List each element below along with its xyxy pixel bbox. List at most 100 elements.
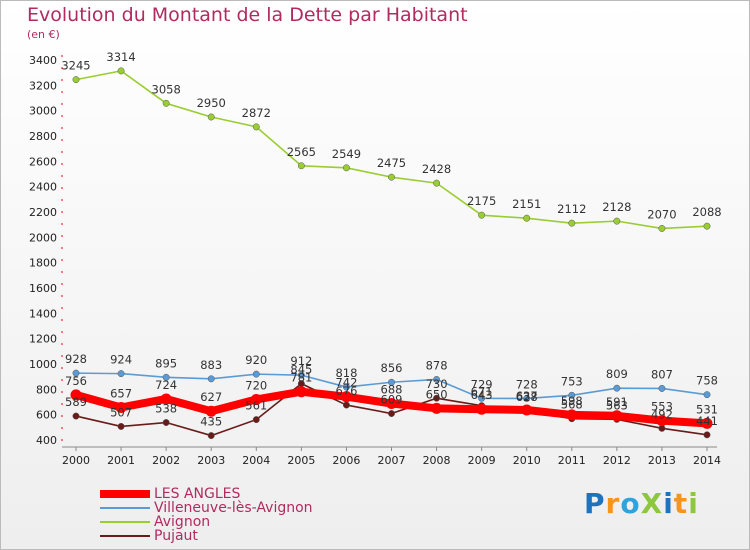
data-point-avignon — [252, 123, 260, 131]
y-tick-label: 600 — [36, 409, 57, 422]
data-point-avignon — [523, 214, 531, 222]
legend-swatch-villeneuve — [100, 507, 150, 509]
data-point-les-angles — [476, 403, 488, 415]
legend-label-avignon: Avignon — [154, 514, 211, 530]
data-label-villeneuve-l-s-avignon: 883 — [200, 358, 222, 372]
data-point-villeneuve-l-s-avignon — [478, 394, 486, 402]
chart-title: Evolution du Montant de la Dette par Hab… — [27, 4, 468, 26]
data-point-les-angles — [566, 409, 578, 421]
data-label-avignon: 3314 — [106, 50, 135, 64]
y-tick-label: 2400 — [29, 181, 57, 194]
x-tick-label: 2006 — [332, 454, 360, 467]
data-label-les-angles: 591 — [606, 395, 628, 409]
data-label-avignon: 2428 — [422, 162, 451, 176]
x-tick-label: 2009 — [468, 454, 496, 467]
chart-subtitle: (en €) — [27, 28, 60, 41]
data-label-les-angles: 598 — [561, 394, 583, 408]
data-point-villeneuve-l-s-avignon — [613, 384, 621, 392]
data-point-les-angles — [160, 393, 172, 405]
data-point-les-angles — [521, 404, 533, 416]
data-point-avignon — [703, 222, 711, 230]
data-label-villeneuve-l-s-avignon: 753 — [561, 374, 583, 388]
data-label-pujaut: 676 — [335, 384, 357, 398]
data-label-avignon: 2175 — [467, 194, 496, 208]
data-point-pujaut — [72, 412, 80, 420]
x-tick-label: 2005 — [287, 454, 315, 467]
y-tick-label: 800 — [36, 383, 57, 396]
data-label-avignon: 2128 — [602, 200, 631, 214]
x-tick-label: 2001 — [107, 454, 135, 467]
data-label-villeneuve-l-s-avignon: 895 — [155, 356, 177, 370]
legend-label-pujaut: Pujaut — [154, 528, 198, 544]
data-label-villeneuve-l-s-avignon: 728 — [516, 377, 538, 391]
data-point-les-angles — [431, 402, 443, 414]
data-point-pujaut — [207, 432, 215, 440]
data-label-pujaut: 435 — [200, 415, 222, 429]
data-label-les-angles: 720 — [245, 378, 267, 392]
legend-swatch-les-angles — [100, 490, 150, 498]
y-tick-label: 3000 — [29, 105, 57, 118]
data-point-villeneuve-l-s-avignon — [388, 378, 395, 386]
data-label-villeneuve-l-s-avignon: 758 — [696, 374, 718, 388]
data-point-avignon — [207, 113, 215, 121]
data-label-pujaut: 563 — [606, 398, 628, 412]
data-point-villeneuve-l-s-avignon — [658, 384, 666, 392]
data-label-avignon: 2950 — [197, 96, 226, 110]
data-point-les-angles — [656, 415, 668, 427]
data-point-pujaut — [117, 422, 125, 430]
data-label-pujaut: 568 — [561, 398, 583, 412]
data-label-les-angles: 742 — [335, 376, 357, 390]
legend-swatch-avignon — [100, 521, 150, 523]
data-label-les-angles: 553 — [651, 400, 673, 414]
data-point-pujaut — [433, 394, 441, 402]
y-tick-label: 3200 — [29, 79, 57, 92]
data-label-pujaut: 589 — [65, 395, 87, 409]
data-point-les-angles — [295, 386, 307, 398]
data-label-avignon: 3058 — [152, 82, 181, 96]
data-label-avignon: 2112 — [557, 202, 586, 216]
y-tick-label: 1400 — [29, 307, 57, 320]
data-point-les-angles — [205, 405, 217, 417]
data-point-avignon — [658, 225, 666, 232]
data-label-les-angles: 627 — [200, 390, 222, 404]
y-tick-label: 1200 — [29, 333, 57, 346]
data-label-les-angles: 650 — [426, 387, 448, 401]
y-tick-label: 1600 — [29, 282, 57, 295]
data-label-pujaut: 845 — [290, 363, 312, 377]
data-label-les-angles: 724 — [155, 378, 177, 392]
data-label-avignon: 2088 — [692, 205, 721, 219]
data-label-avignon: 2070 — [647, 207, 676, 221]
data-point-les-angles — [386, 398, 397, 410]
y-tick-label: 2000 — [29, 231, 57, 244]
data-point-villeneuve-l-s-avignon — [297, 371, 305, 379]
data-point-avignon — [342, 164, 350, 172]
data-label-pujaut: 492 — [651, 407, 673, 421]
data-point-villeneuve-l-s-avignon — [207, 375, 215, 383]
data-point-villeneuve-l-s-avignon — [117, 370, 125, 378]
x-tick-label: 2012 — [603, 454, 631, 467]
data-label-avignon: 2549 — [332, 147, 361, 161]
x-tick-label: 2007 — [378, 454, 406, 467]
data-point-pujaut — [162, 419, 170, 426]
legend-label-villeneuve: Villeneuve-lès-Avignon — [154, 500, 313, 516]
data-label-avignon: 2872 — [242, 106, 271, 120]
data-label-pujaut: 507 — [110, 405, 132, 419]
data-label-avignon: 3245 — [61, 59, 90, 73]
legend-swatch-pujaut — [100, 535, 150, 537]
data-point-avignon — [162, 99, 170, 107]
data-point-avignon — [613, 217, 621, 225]
data-label-les-angles: 688 — [381, 383, 403, 397]
data-label-villeneuve-l-s-avignon: 807 — [651, 367, 673, 381]
data-point-villeneuve-l-s-avignon — [523, 395, 531, 402]
x-tick-label: 2000 — [62, 454, 90, 467]
x-tick-label: 2002 — [152, 454, 180, 467]
data-label-les-angles: 531 — [696, 402, 718, 416]
data-point-avignon — [117, 67, 125, 75]
data-point-les-angles — [340, 391, 352, 403]
x-tick-label: 2003 — [197, 454, 225, 467]
data-label-pujaut: 561 — [245, 399, 267, 413]
x-tick-label: 2011 — [558, 454, 586, 467]
data-label-pujaut: 441 — [696, 414, 718, 428]
data-label-villeneuve-l-s-avignon: 729 — [471, 377, 493, 391]
